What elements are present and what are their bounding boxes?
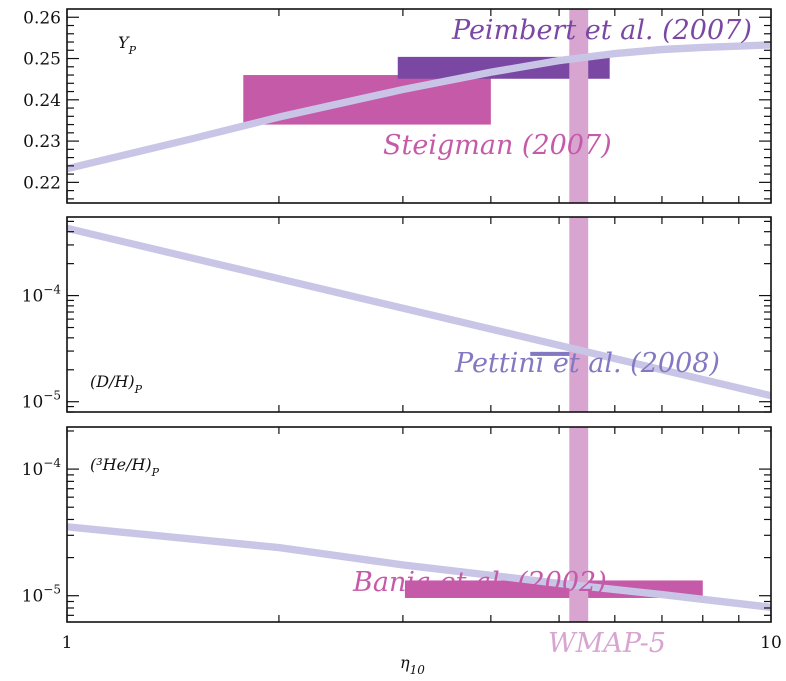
panel-plot-area — [67, 427, 771, 622]
reference-label: Peimbert et al. (2007) — [451, 15, 752, 46]
y-tick-label: 0.24 — [23, 91, 61, 111]
y-tick-label: 10−4 — [22, 283, 62, 307]
x-axis-label: η10 — [400, 653, 425, 677]
theory-curve — [67, 46, 771, 173]
theory-curve — [67, 525, 771, 609]
panel-label: (³He/H)P — [90, 455, 160, 479]
y-tick-label: 0.26 — [23, 8, 61, 28]
panel-frame — [66, 8, 772, 204]
panel-frame — [66, 426, 772, 623]
y-tick-label: 10−5 — [22, 389, 61, 413]
reference-label: Bania et al. (2002) — [352, 567, 607, 598]
panel-middle: 10−5 10−4 (D/H)P Pettini et al. (2008) — [22, 216, 772, 413]
panel-frame — [66, 216, 772, 413]
wmap-band — [569, 427, 589, 622]
x-tick-label: 10 — [760, 633, 782, 653]
reference-label: Pettini et al. (2008) — [454, 348, 720, 379]
theory-curve — [67, 224, 771, 395]
measurement-box — [530, 351, 577, 356]
wmap-band — [569, 217, 589, 412]
panel-label: (D/H)P — [90, 372, 143, 396]
y-tick-label: 0.25 — [23, 50, 61, 70]
panel-top: 0.22 0.23 0.24 0.25 0.26 YP Peimbert et al. (2… — [23, 8, 772, 204]
y-tick-label: 10−5 — [22, 583, 61, 607]
theory-curve — [67, 229, 771, 400]
panel-plot-area — [67, 217, 771, 412]
theory-curve — [67, 527, 771, 611]
panel-bottom: 10−5 10−4 (³He/H)P Bania et al. (2002) — [22, 426, 772, 623]
y-tick-label: 0.23 — [23, 132, 61, 152]
theory-curve — [67, 43, 771, 170]
y-tick-label: 10−4 — [22, 456, 62, 480]
reference-label: Steigman (2007) — [383, 130, 612, 161]
x-tick-label: 1 — [62, 633, 73, 653]
wmap-label: WMAP-5 — [548, 628, 666, 659]
theory-curve — [67, 523, 771, 607]
theory-curve — [67, 227, 771, 397]
panel-plot-area — [67, 9, 771, 203]
theory-curve — [67, 41, 771, 168]
y-tick-label: 0.22 — [23, 173, 61, 193]
panel-label: YP — [118, 33, 137, 57]
